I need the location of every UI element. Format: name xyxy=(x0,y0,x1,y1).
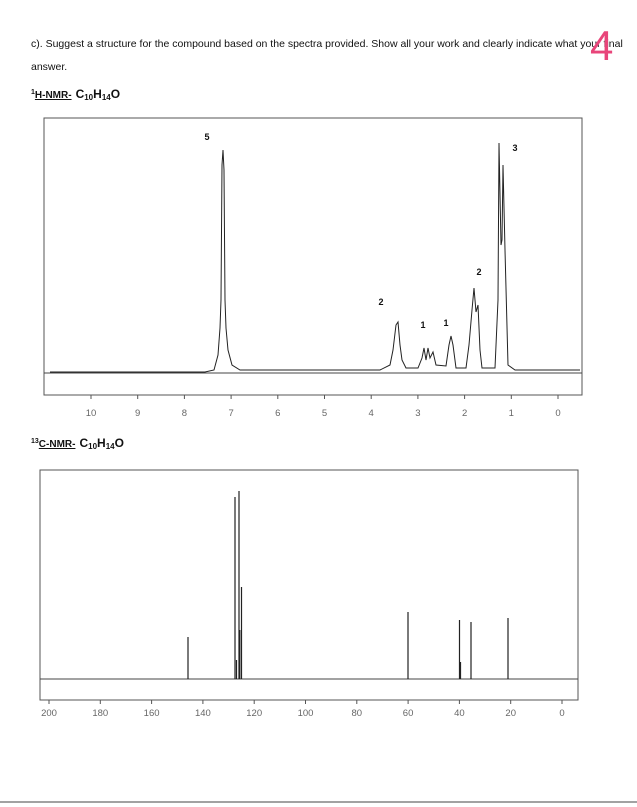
axis-tick-label: 9 xyxy=(135,408,140,419)
axis-tick-label: 5 xyxy=(322,408,327,419)
h-spectrum-frame xyxy=(43,117,583,396)
formula: O xyxy=(115,436,124,450)
integration-label: 2 xyxy=(476,267,481,277)
axis-tick-label: 80 xyxy=(352,708,363,719)
question-line-2: answer. xyxy=(31,61,67,73)
c-nmr-heading: 13C-NMR- C10H14O xyxy=(31,436,124,451)
question-line-1: c). Suggest a structure for the compound… xyxy=(31,38,623,50)
axis-tick-label: 20 xyxy=(505,708,516,719)
c-spectrum xyxy=(187,491,509,679)
axis-tick-label: 3 xyxy=(415,408,420,419)
label: H-NMR- xyxy=(35,90,72,101)
integration-label: 2 xyxy=(378,297,383,307)
axis-tick-label: 4 xyxy=(369,408,374,419)
formula: 14 xyxy=(102,93,111,102)
formula: 10 xyxy=(84,93,93,102)
axis-tick-label: 10 xyxy=(86,408,97,419)
axis-tick-label: 60 xyxy=(403,708,414,719)
axis-tick-label: 200 xyxy=(41,708,57,719)
h-nmr-heading: 1H-NMR- C10H14O xyxy=(31,87,120,102)
axis-tick-label: 6 xyxy=(275,408,280,419)
formula: O xyxy=(111,87,120,101)
h-spectrum xyxy=(50,142,580,373)
integration-label: 1 xyxy=(420,320,425,330)
axis-tick-label: 8 xyxy=(182,408,187,419)
formula: C xyxy=(79,436,88,450)
axis-tick-label: 180 xyxy=(92,708,108,719)
formula: 14 xyxy=(106,442,115,451)
axis-tick-label: 160 xyxy=(144,708,160,719)
formula: 10 xyxy=(88,442,97,451)
axis-tick-label: 120 xyxy=(246,708,262,719)
axis-tick-label: 2 xyxy=(462,408,467,419)
integration-label: 1 xyxy=(443,318,448,328)
c-spectrum-frame xyxy=(39,469,579,701)
axis-tick-label: 100 xyxy=(298,708,314,719)
label: C-NMR- xyxy=(39,439,76,450)
axis-tick-label: 1 xyxy=(509,408,514,419)
sup: 13 xyxy=(31,438,39,445)
axis-tick-label: 40 xyxy=(454,708,465,719)
formula: H xyxy=(93,87,102,101)
axis-tick-label: 0 xyxy=(555,408,560,419)
integration-label: 5 xyxy=(204,132,209,142)
axis-tick-label: 0 xyxy=(559,708,564,719)
formula: H xyxy=(97,436,106,450)
axis-tick-label: 140 xyxy=(195,708,211,719)
integration-label: 3 xyxy=(512,143,517,153)
formula: C xyxy=(76,87,85,101)
page-number: 4 xyxy=(590,22,613,69)
axis-tick-label: 7 xyxy=(228,408,233,419)
sup: 1 xyxy=(31,89,35,96)
